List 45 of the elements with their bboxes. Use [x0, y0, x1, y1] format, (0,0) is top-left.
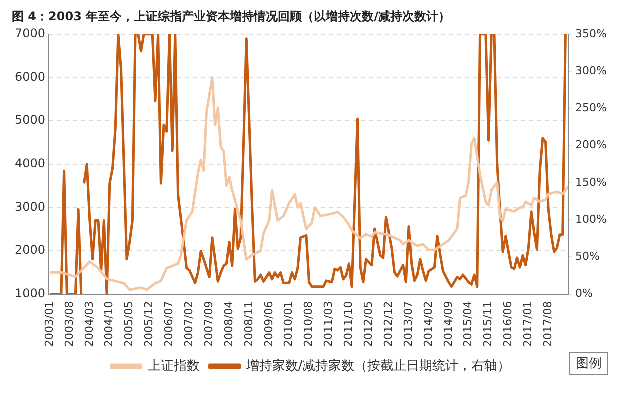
y2-tick-label: 150%	[576, 176, 608, 189]
y-tick-label: 4000	[14, 156, 46, 170]
x-tick-label: 2010/01	[282, 301, 296, 348]
y2-tick-label: 300%	[576, 64, 608, 78]
x-tick-label: 2003/08	[62, 301, 76, 348]
text: 图例	[576, 356, 602, 372]
x-tick-label: 2006/07	[162, 301, 176, 348]
x-tick-label: 2004/03	[82, 301, 96, 348]
legend-label: 上证指数	[148, 358, 200, 374]
y2-tick-label: 0%	[576, 287, 594, 300]
y2-tick-label: 50%	[576, 250, 600, 264]
x-tick-label: 2012/12	[382, 301, 395, 348]
x-tick-label: 2008/04	[222, 301, 236, 348]
x-tick-label: 2011/10	[342, 301, 356, 348]
legend-label: 增持家数/减持家数（按截止日期统计，右轴）	[245, 358, 511, 374]
y2-tick-label: 250%	[576, 102, 608, 115]
y-tick-label: 2000	[14, 243, 46, 258]
y2-tick-label: 100%	[576, 212, 608, 226]
y-tick-label: 1000	[14, 286, 46, 300]
x-tick-label: 2008/11	[242, 301, 256, 348]
x-tick-label: 2014/02	[422, 301, 435, 348]
x-tick-label: 2017/08	[541, 301, 554, 348]
x-tick-label: 2010/08	[302, 301, 316, 348]
x-tick-label: 2015/04	[462, 301, 475, 348]
x-tick-label: 2013/07	[402, 301, 415, 348]
y-tick-label: 3000	[14, 200, 46, 214]
x-tick-label: 2005/05	[122, 301, 136, 348]
x-tick-label: 2014/09	[442, 301, 455, 348]
y-tick-label: 7000	[14, 26, 46, 41]
x-tick-label: 2007/09	[202, 301, 216, 348]
x-tick-label: 2011/03	[322, 301, 336, 348]
y2-tick-label: 350%	[576, 27, 608, 40]
y-tick-label: 5000	[14, 113, 46, 128]
x-tick-label: 2004/10	[102, 301, 116, 348]
x-tick-label: 2012/05	[362, 301, 375, 348]
y-tick-label: 6000	[14, 70, 46, 84]
y2-tick-label: 200%	[576, 138, 608, 152]
x-tick-label: 2003/01	[42, 301, 56, 348]
x-tick-label: 2017/01	[522, 301, 535, 348]
x-tick-label: 2005/12	[142, 301, 156, 348]
x-tick-label: 2009/06	[262, 301, 276, 348]
chart-title: 图 4：2003 年至今，上证综指产业资本增持情况回顾（以增持次数/减持次数计）	[12, 9, 450, 24]
x-tick-label: 2016/06	[502, 301, 515, 348]
x-tick-label: 2015/11	[482, 301, 495, 348]
x-tick-label: 2007/02	[182, 301, 196, 348]
